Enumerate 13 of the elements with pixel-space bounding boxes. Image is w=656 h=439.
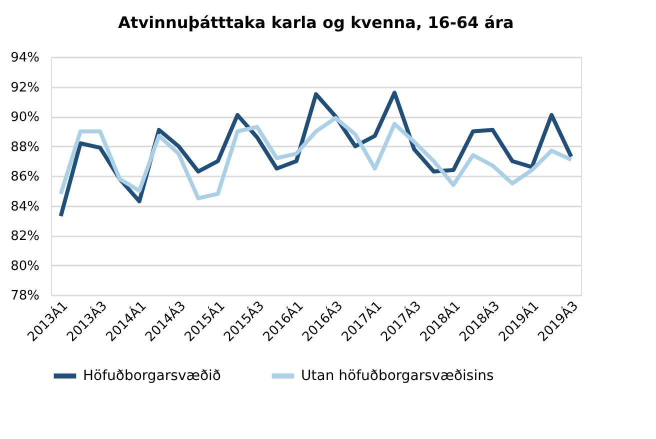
legend-label: Utan höfuðborgarsvæðisins — [301, 368, 494, 384]
chart-title: Atvinnuþátttaka karla og kvenna, 16-64 ára — [118, 13, 514, 32]
y-tick-label: 94% — [10, 50, 40, 66]
y-tick-label: 88% — [10, 140, 40, 155]
y-tick-label: 86% — [10, 170, 40, 184]
y-tick-label: 90% — [10, 110, 40, 125]
y-tick-label: 92% — [10, 80, 40, 96]
y-tick-label: 80% — [10, 258, 40, 274]
y-tick-label: 84% — [10, 199, 40, 214]
y-tick-label: 82% — [10, 229, 40, 244]
line-series — [58, 116, 574, 200]
legend-label: Höfuðborgarsvæðið — [83, 368, 221, 384]
y-tick-label: 78% — [10, 288, 40, 304]
